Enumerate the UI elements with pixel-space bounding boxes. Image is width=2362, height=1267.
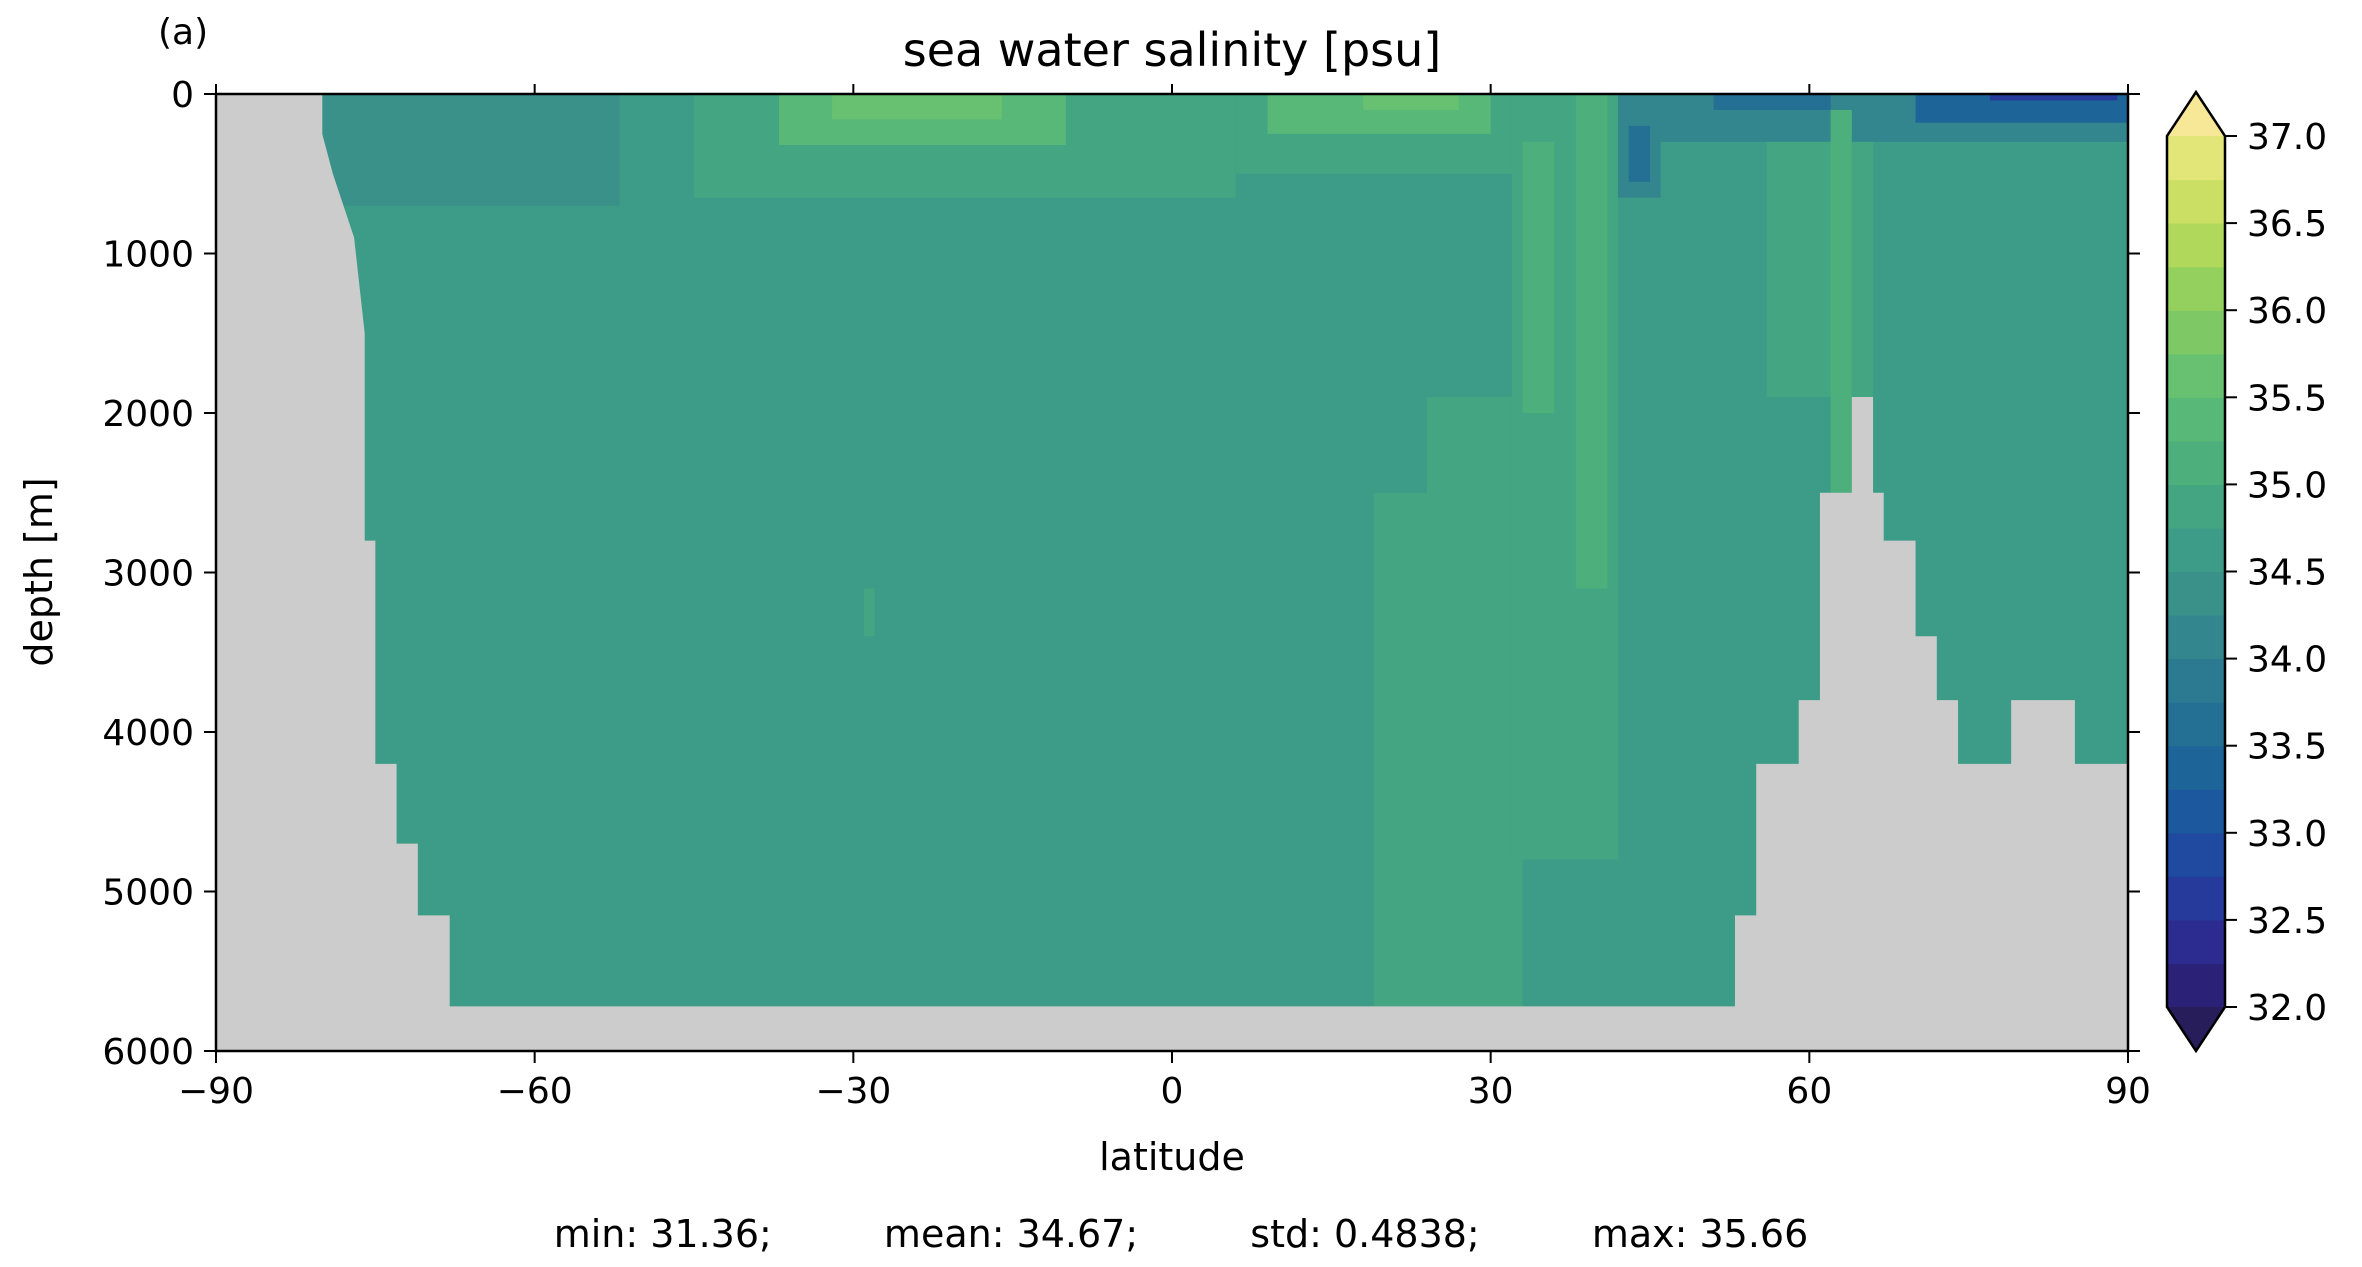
colorbar-tick-label: 32.5 xyxy=(2247,901,2327,942)
colorbar-segment xyxy=(2167,179,2225,224)
colorbar-tick-label: 36.5 xyxy=(2247,204,2327,245)
colorbar-segment xyxy=(2167,484,2225,529)
colorbar-segment xyxy=(2167,963,2225,1008)
x-axis-label: latitude xyxy=(1099,1135,1245,1179)
stat-max: max: 35.66 xyxy=(1591,1212,1809,1256)
colorbar-segment xyxy=(2167,745,2225,790)
colorbar-segment xyxy=(2167,136,2225,181)
colorbar-segment xyxy=(2167,571,2225,616)
colorbar-segment xyxy=(2167,876,2225,921)
stat-min: min: 31.36; xyxy=(553,1212,772,1256)
salinity-cell-12 xyxy=(1522,141,1555,413)
x-tick-label: 90 xyxy=(2105,1071,2151,1112)
salinity-cell-1 xyxy=(322,94,620,206)
colorbar-tick-label: 34.5 xyxy=(2247,553,2327,594)
salinity-cell-2 xyxy=(619,94,673,158)
y-axis-label: depth [m] xyxy=(17,477,61,666)
salinity-cell-19 xyxy=(1989,94,2118,101)
colorbar-tick-label: 32.0 xyxy=(2247,988,2327,1029)
y-tick-label: 5000 xyxy=(102,873,194,914)
colorbar-tick-label: 33.5 xyxy=(2247,727,2327,768)
y-tick-label: 0 xyxy=(171,75,194,116)
colorbar-segment xyxy=(2167,789,2225,834)
colorbar-segment xyxy=(2167,223,2225,268)
chart-title: sea water salinity [psu] xyxy=(903,23,1442,77)
x-axis: −90 −60 −30 0 30 60 90 xyxy=(178,84,2151,1112)
salinity-cell-8 xyxy=(1363,94,1459,110)
colorbar-segment xyxy=(2167,615,2225,660)
salinity-cell-21 xyxy=(1830,109,1852,493)
y-tick-label: 3000 xyxy=(102,554,194,595)
salinity-cell-15 xyxy=(1628,125,1650,182)
panel-label: (a) xyxy=(158,12,209,53)
x-tick-label: −60 xyxy=(497,1071,573,1112)
salinity-cell-17 xyxy=(1713,94,1831,110)
colorbar-extend-min xyxy=(2167,1007,2225,1051)
y-tick-label: 2000 xyxy=(102,394,194,435)
x-tick-label: 30 xyxy=(1468,1071,1514,1112)
colorbar: 32.0 32.5 33.0 33.5 34.0 34.5 35.0 35.5 36.0 36.5… xyxy=(2165,89,2327,1054)
colorbar-tick-label: 37.0 xyxy=(2247,117,2327,158)
colorbar-tick-label: 35.0 xyxy=(2247,465,2327,506)
colorbar-extend-max xyxy=(2167,92,2225,136)
statistics-summary: min: 31.36; mean: 34.67; std: 0.4838; ma… xyxy=(0,1212,2362,1256)
colorbar-tick-label: 34.0 xyxy=(2247,640,2327,681)
y-tick-label: 1000 xyxy=(102,235,194,276)
seafloor-land xyxy=(216,94,2128,1051)
colorbar-segment xyxy=(2167,527,2225,573)
salinity-cell-9 xyxy=(1373,492,1523,1007)
salinity-cell-5 xyxy=(832,94,1003,120)
y-axis: 0 1000 2000 3000 4000 5000 6000 xyxy=(102,75,2140,1073)
colorbar-tick-label: 35.5 xyxy=(2247,378,2327,419)
stat-std: std: 0.4838; xyxy=(1250,1212,1480,1256)
colorbar-segment xyxy=(2167,397,2225,442)
salinity-cell-22 xyxy=(863,588,875,637)
y-tick-label: 6000 xyxy=(102,1032,194,1073)
x-tick-label: −30 xyxy=(815,1071,891,1112)
salinity-cell-20 xyxy=(1766,141,1874,398)
colorbar-segment xyxy=(2167,353,2225,398)
land-mask xyxy=(216,94,2128,1051)
x-tick-label: 60 xyxy=(1786,1071,1832,1112)
colorbar-segment xyxy=(2167,658,2225,703)
colorbar-tick-label: 33.0 xyxy=(2247,814,2327,855)
salinity-cell-13 xyxy=(1575,94,1608,589)
x-tick-label: −90 xyxy=(178,1071,254,1112)
y-tick-label: 4000 xyxy=(102,713,194,754)
colorbar-segment xyxy=(2167,919,2225,965)
colorbar-segment xyxy=(2167,310,2225,355)
colorbar-segment xyxy=(2167,266,2225,311)
colorbar-segment xyxy=(2167,440,2225,485)
x-tick-label: 0 xyxy=(1161,1071,1184,1112)
stat-mean: mean: 34.67; xyxy=(883,1212,1139,1256)
colorbar-segment xyxy=(2167,702,2225,747)
colorbar-segment xyxy=(2167,832,2225,877)
colorbar-tick-label: 36.0 xyxy=(2247,291,2327,332)
